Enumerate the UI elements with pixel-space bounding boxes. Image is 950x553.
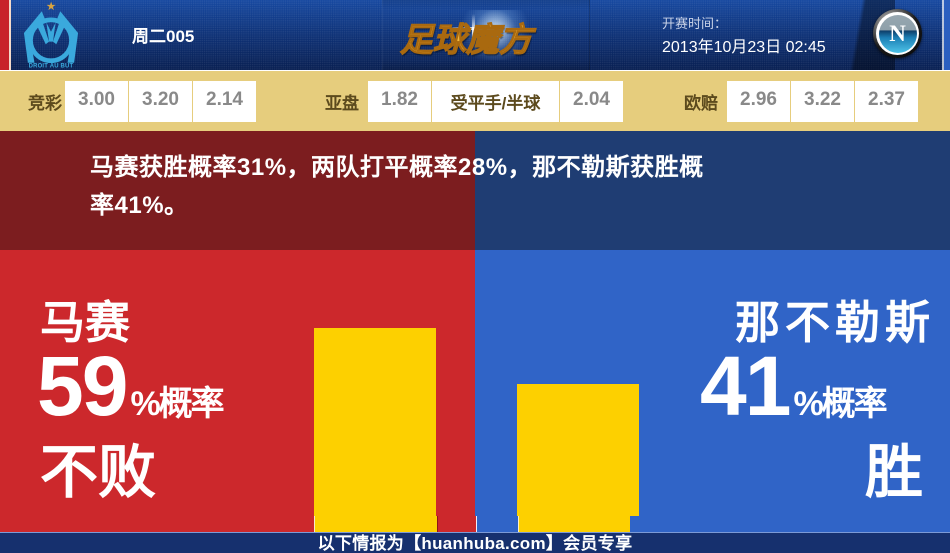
svg-text:★: ★ [47,2,56,12]
svg-text:DROIT AU BUT: DROIT AU BUT [29,63,74,68]
